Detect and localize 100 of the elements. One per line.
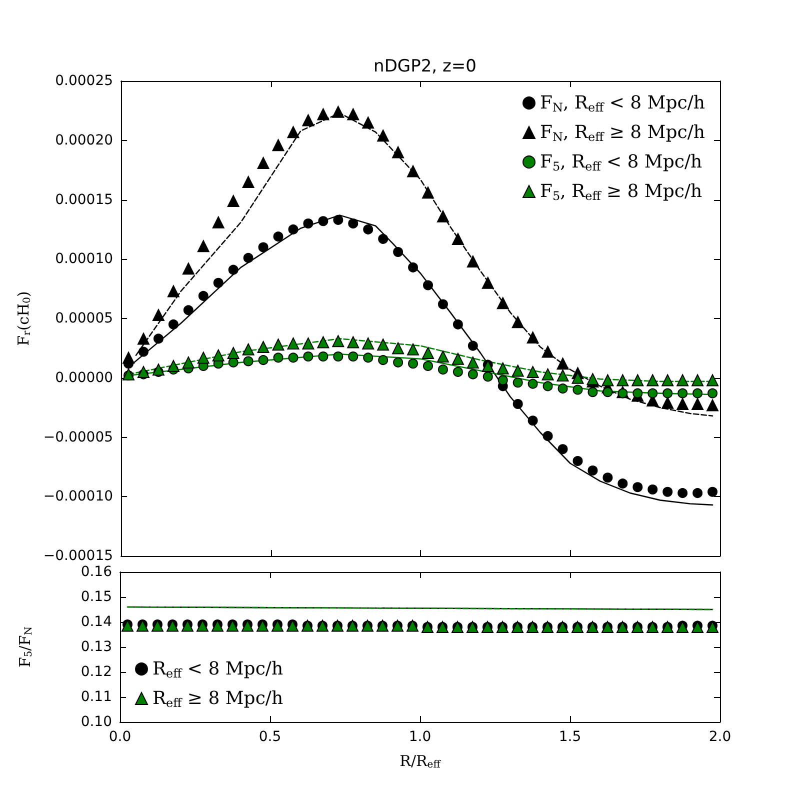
point [197,240,210,252]
point [558,384,568,394]
point [273,232,284,242]
point [662,388,673,398]
point [333,214,344,225]
point [452,366,463,377]
point [333,352,344,362]
point [167,360,180,372]
point [692,374,704,386]
point [542,431,553,442]
point [348,218,358,228]
point [272,338,284,351]
point [258,242,268,252]
point [708,388,718,398]
point [676,374,689,386]
point [526,332,539,344]
point [558,444,568,454]
point [257,156,270,169]
point [572,456,583,466]
point [422,346,434,359]
point [242,343,254,356]
y-tick-label: 0.10 [80,714,112,730]
point [212,216,224,228]
y-axis-title: Fr(cH0) [14,291,33,346]
point [287,126,300,138]
point [393,247,404,257]
point [363,352,374,363]
point [347,108,360,120]
y-tick-label: −0.00005 [43,429,114,446]
point [678,488,688,498]
point [348,352,358,362]
point [182,356,194,368]
point [122,352,135,364]
point [167,285,180,298]
y-tick-label: 0.16 [80,564,112,580]
point [212,349,224,362]
point [303,352,314,362]
point [602,387,613,398]
point [168,319,178,330]
point [288,224,298,234]
point [438,364,448,375]
point [183,305,194,316]
point [528,378,538,389]
point [378,234,388,244]
point [332,335,344,348]
point [676,398,689,410]
y-tick-label: 0.00015 [55,192,114,208]
point [466,356,479,368]
point [362,116,374,129]
y-tick-label: 0.14 [80,614,112,630]
point [152,308,164,321]
point [662,374,674,386]
point [392,146,404,158]
point [528,416,538,426]
point [452,232,464,245]
point [347,336,360,348]
y-tick-label: −0.00015 [43,548,114,564]
point [198,290,208,301]
y-tick-label: 0.15 [80,589,112,605]
point [632,374,644,386]
y-tick-label: 0.13 [80,639,112,655]
point [407,165,420,178]
point [466,256,479,268]
point [452,352,464,365]
point [662,486,673,497]
point [422,186,434,199]
point [602,472,613,483]
point [512,399,523,409]
x-tick-label: 1.5 [558,729,582,745]
point [706,399,719,412]
point [542,368,554,380]
y-tick-label: 0.00000 [55,370,114,386]
point [138,346,148,357]
point [496,362,509,374]
point [273,352,284,363]
point [243,356,254,366]
point [496,297,509,310]
point [228,264,238,275]
point [512,364,524,377]
point [436,210,449,222]
y-tick-label: 0.11 [80,689,112,705]
point [363,224,374,234]
y-axis-title: F5/FN [16,626,34,668]
point [407,343,420,356]
point [318,352,328,362]
point [362,337,374,350]
point [436,350,449,362]
y-tick-label: 0.00010 [55,251,114,268]
point [648,484,658,494]
point [438,299,448,310]
point [618,478,628,489]
y-tick-label: −0.00010 [43,488,114,505]
point [468,369,478,380]
y-tick-label: 0.00020 [55,132,114,148]
point [408,358,418,369]
point [692,388,703,398]
y-tick-label: 0.00005 [55,310,114,326]
point [137,332,150,345]
point [303,218,314,228]
point [317,108,330,120]
